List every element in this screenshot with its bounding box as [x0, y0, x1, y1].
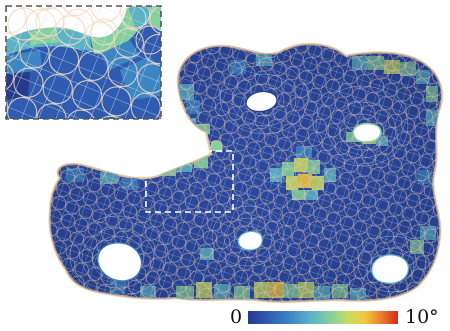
zoom-region-box: [145, 150, 234, 213]
hole-left: [97, 242, 143, 282]
colorbar-max-label: 10°: [405, 306, 439, 328]
surface-holes: [97, 91, 409, 284]
colorbar-gradient: [248, 311, 398, 324]
colorbar: [248, 311, 398, 324]
inset-frame: [5, 5, 162, 120]
colorbar-min-label: 0: [230, 306, 243, 328]
surface-bump: [209, 140, 223, 153]
mesh-swirls: [69, 61, 427, 297]
hole-top-middle: [245, 91, 278, 113]
hole-bottom-right: [371, 254, 409, 284]
hole-center: [237, 230, 263, 251]
zoom-inset: [5, 5, 162, 120]
hole-top-right: [352, 122, 382, 143]
